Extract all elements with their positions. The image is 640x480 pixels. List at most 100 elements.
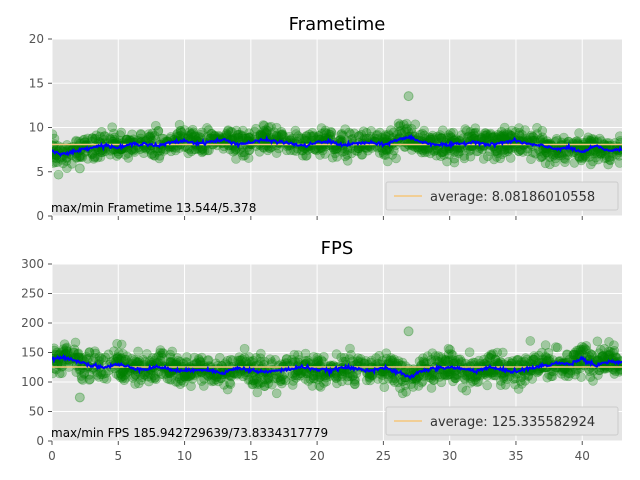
scatter-point — [199, 145, 210, 156]
scatter-point — [225, 126, 236, 137]
scatter-point — [499, 131, 509, 142]
scatter-point — [460, 124, 471, 134]
scatter-point — [427, 130, 438, 141]
scatter-point — [434, 133, 444, 144]
scatter-point — [235, 355, 245, 366]
scatter-point-max — [403, 91, 414, 102]
scatter-point — [588, 134, 599, 144]
x-tick-label: 5 — [114, 449, 122, 463]
scatter-point — [603, 159, 614, 170]
scatter-point — [175, 379, 186, 390]
scatter-point — [281, 145, 292, 156]
chart-title: FPS — [321, 238, 354, 259]
scatter-point — [261, 125, 271, 135]
scatter-point — [432, 356, 443, 366]
scatter-point — [588, 156, 598, 167]
y-tick-label: 10 — [29, 121, 44, 135]
scatter-point — [276, 127, 287, 137]
scatter-point — [316, 123, 327, 133]
scatter-point — [453, 148, 464, 159]
scatter-point — [243, 153, 254, 163]
scatter-point — [165, 352, 176, 363]
scatter-point — [155, 151, 165, 161]
scatter-point — [225, 354, 236, 365]
scatter-point — [213, 376, 224, 387]
scatter-point — [493, 129, 504, 140]
scatter-point — [465, 371, 476, 381]
scatter-point — [53, 169, 64, 180]
scatter-point — [419, 147, 430, 158]
scatter-point — [183, 130, 194, 141]
scatter-point — [544, 159, 555, 170]
scatter-point — [186, 146, 197, 157]
scatter-point — [147, 128, 158, 139]
scatter-point — [436, 133, 447, 143]
scatter-point — [232, 130, 243, 140]
scatter-point — [301, 131, 312, 141]
scatter-point — [203, 125, 214, 135]
scatter-point — [568, 138, 578, 148]
x-tick-label: 0 — [48, 449, 56, 463]
scatter-point — [537, 126, 548, 136]
scatter-point — [289, 145, 299, 156]
scatter-point — [517, 147, 528, 157]
scatter-point — [604, 155, 615, 165]
scatter-point — [67, 159, 77, 169]
scatter-point — [513, 384, 524, 394]
scatter-point — [532, 129, 543, 139]
scatter-point — [434, 132, 445, 142]
scatter-point — [530, 352, 541, 363]
scatter-point — [339, 146, 350, 157]
scatter-point — [123, 153, 134, 163]
legend-label: average: 8.08186010558 — [430, 190, 595, 205]
scatter-point — [297, 150, 308, 161]
scatter-point — [95, 152, 106, 162]
scatter-point — [491, 146, 502, 157]
scatter-point — [470, 127, 481, 138]
scatter-point — [120, 355, 130, 365]
scatter-point — [479, 130, 490, 141]
scatter-point — [104, 133, 115, 143]
scatter-point — [145, 131, 155, 142]
scatter-point — [285, 145, 296, 156]
scatter-point — [236, 355, 246, 366]
scatter-point — [470, 128, 480, 139]
scatter-point — [374, 148, 385, 158]
scatter-point — [509, 143, 520, 153]
scatter-point — [379, 150, 389, 160]
scatter-point — [463, 131, 474, 142]
scatter-point — [584, 351, 595, 362]
scatter-point — [440, 355, 451, 366]
scatter-point — [307, 127, 318, 138]
scatter-point — [277, 129, 288, 139]
scatter-point — [394, 121, 404, 132]
scatter-point — [349, 128, 360, 139]
scatter-point — [379, 382, 390, 393]
scatter-point — [92, 152, 103, 163]
scatter-point — [353, 353, 363, 364]
scatter-point — [532, 123, 542, 133]
scatter-point — [136, 129, 146, 139]
scatter-point — [138, 148, 149, 158]
scatter-point — [96, 353, 107, 364]
scatter-point — [492, 148, 503, 158]
scatter-point — [499, 131, 510, 141]
scatter-point — [615, 136, 622, 146]
scatter-point — [386, 353, 396, 363]
scatter-point — [100, 131, 110, 141]
scatter-point — [245, 132, 255, 142]
scatter-point — [364, 372, 375, 383]
scatter-point — [412, 142, 423, 153]
scatter-point — [586, 349, 597, 360]
scatter-point — [344, 127, 354, 138]
scatter-point — [352, 146, 363, 156]
scatter-point — [599, 153, 610, 164]
scatter-point — [460, 374, 470, 385]
scatter-point — [510, 127, 521, 137]
scatter-point — [456, 356, 467, 367]
scatter-point — [604, 152, 615, 162]
scatter-point — [312, 371, 323, 381]
scatter-point — [149, 131, 160, 141]
scatter-point — [87, 149, 98, 159]
scatter-point — [422, 147, 432, 157]
